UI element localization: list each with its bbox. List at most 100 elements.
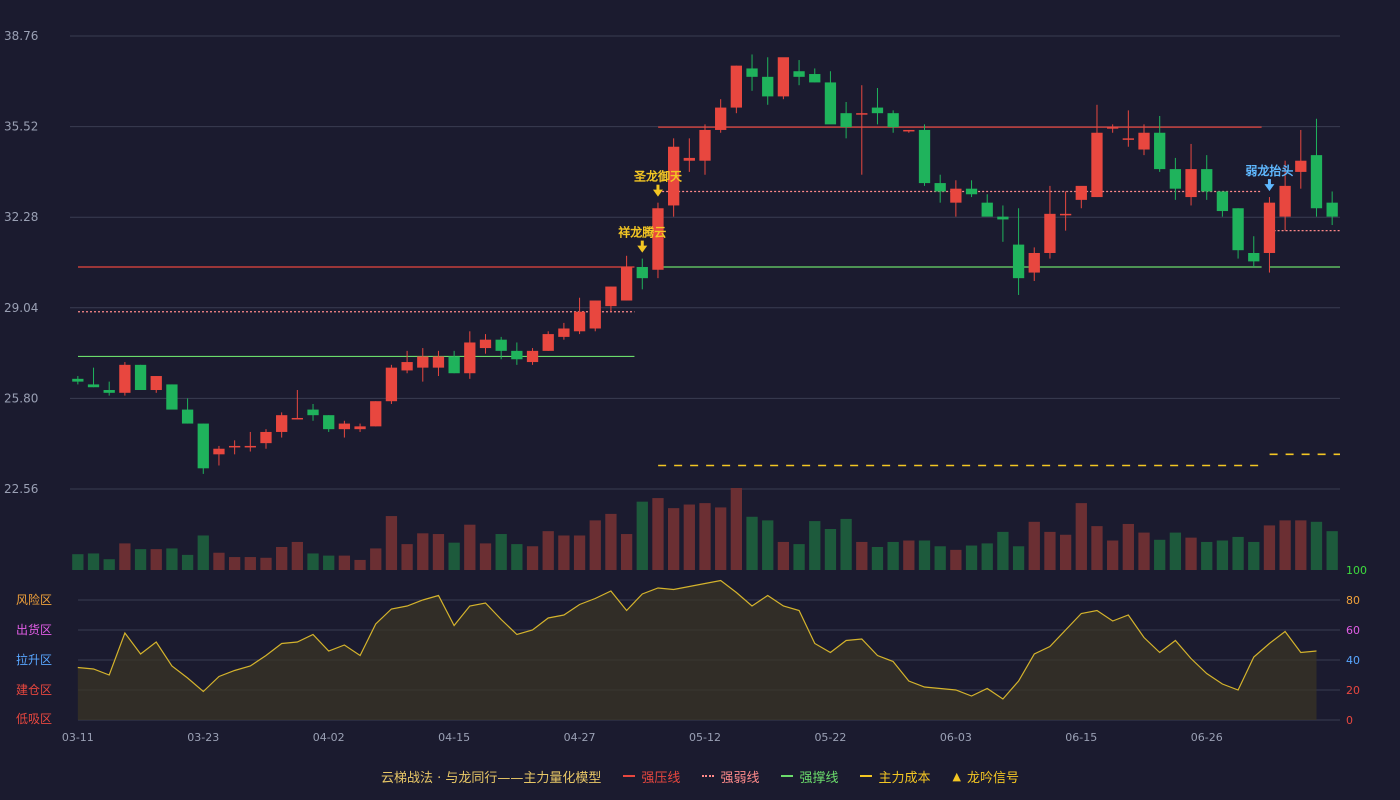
- candle: [997, 205, 1009, 242]
- candle-body: [511, 350, 523, 360]
- candle-body: [401, 362, 413, 371]
- candle: [856, 85, 868, 175]
- candle: [636, 258, 648, 290]
- candle: [103, 381, 115, 396]
- candle: [1295, 129, 1307, 189]
- candle: [1059, 191, 1072, 231]
- legend-swatch: [702, 775, 715, 777]
- volume-bar: [338, 555, 351, 570]
- candle: [1201, 155, 1213, 200]
- candle: [887, 110, 899, 133]
- price-axis: 22.56 25.80 29.04 32.28 35.52 38.76: [4, 29, 38, 496]
- signal-arrow-icon: [1264, 184, 1275, 192]
- legend-item: 主力成本: [860, 767, 930, 786]
- candle: [1326, 191, 1338, 226]
- volume-bar: [918, 540, 931, 570]
- candle-body: [1279, 185, 1291, 217]
- candle-body: [526, 350, 539, 363]
- date-tick-label: 06-15: [1065, 731, 1097, 744]
- candle-body: [1075, 185, 1087, 200]
- candle-body: [1295, 160, 1307, 172]
- candle-body: [197, 423, 209, 469]
- volume-bar: [793, 544, 805, 570]
- signals: 祥龙腾云 圣龙御天 弱龙抬头: [618, 163, 1293, 253]
- volume-bar: [276, 546, 288, 570]
- volume-bar: [856, 541, 868, 570]
- volume-bar: [558, 535, 570, 570]
- volume-bar: [495, 534, 507, 570]
- volume-bar: [432, 534, 445, 570]
- signal-arrow-icon: [637, 245, 648, 253]
- candle-body: [573, 311, 586, 332]
- candle-body: [464, 342, 476, 374]
- candle-body: [495, 339, 507, 351]
- candle: [542, 331, 554, 351]
- volume-bar: [605, 513, 617, 570]
- candle: [605, 286, 617, 312]
- candle: [1012, 208, 1025, 295]
- candle-body: [1216, 191, 1229, 212]
- volume-bar: [370, 548, 382, 570]
- candle: [244, 431, 256, 452]
- volume-bar: [448, 542, 460, 570]
- candle-body: [1185, 169, 1197, 198]
- volume-bar: [840, 518, 852, 570]
- price-tick-label: 38.76: [4, 29, 38, 43]
- candle: [1310, 118, 1323, 217]
- candle: [558, 322, 570, 340]
- volume-bar: [511, 544, 523, 570]
- candle: [1138, 124, 1150, 156]
- volume-bar: [464, 524, 476, 570]
- volume-bar: [119, 543, 131, 570]
- candle: [1169, 157, 1182, 200]
- candle-body: [291, 417, 303, 420]
- legend-item: 强弱线: [702, 767, 759, 786]
- candle: [762, 57, 774, 105]
- candle: [150, 376, 162, 393]
- candle: [1091, 104, 1103, 198]
- candle-body: [1232, 208, 1244, 251]
- volume-bar: [887, 541, 899, 570]
- volume-bar: [213, 552, 225, 570]
- signal-marker: 圣龙御天: [633, 169, 683, 197]
- candle-body: [260, 431, 272, 444]
- candle-body: [1138, 132, 1150, 150]
- price-tick-label: 22.56: [4, 482, 38, 496]
- candle: [871, 88, 884, 125]
- candle-body: [323, 415, 335, 430]
- candle: [323, 415, 335, 432]
- legend-label: 强压线: [641, 770, 681, 786]
- date-tick-label: 05-22: [814, 731, 846, 744]
- date-tick-label: 03-23: [187, 731, 219, 744]
- candle-body: [1012, 244, 1025, 279]
- date-tick-label: 06-03: [940, 731, 972, 744]
- candle-body: [809, 74, 821, 83]
- volume-bar: [1295, 520, 1307, 570]
- volume-bar: [166, 548, 178, 570]
- candle: [1279, 160, 1291, 231]
- volume-bar: [981, 543, 993, 570]
- volume-bar: [573, 535, 586, 570]
- candle-body: [307, 409, 319, 416]
- date-tick-label: 03-11: [62, 731, 94, 744]
- candle: [448, 350, 460, 374]
- legend-swatch: [623, 775, 636, 777]
- candle: [338, 420, 351, 438]
- volume-bar: [354, 559, 366, 570]
- zone-label: 拉升区: [16, 652, 52, 667]
- candle-body: [730, 65, 743, 108]
- price-tick-label: 29.04: [4, 301, 38, 315]
- candle: [385, 364, 398, 404]
- candle: [746, 54, 758, 91]
- volume-bar: [1263, 525, 1276, 570]
- volume-bar: [1075, 503, 1087, 570]
- candle-body: [620, 266, 633, 301]
- candle: [72, 376, 84, 385]
- candle: [260, 429, 272, 449]
- candle-body: [228, 445, 241, 448]
- candle-body: [432, 356, 445, 368]
- volume-bar: [1154, 539, 1166, 570]
- volume-bar: [950, 549, 962, 570]
- volume-bar: [903, 540, 915, 570]
- volume-bar: [762, 520, 774, 570]
